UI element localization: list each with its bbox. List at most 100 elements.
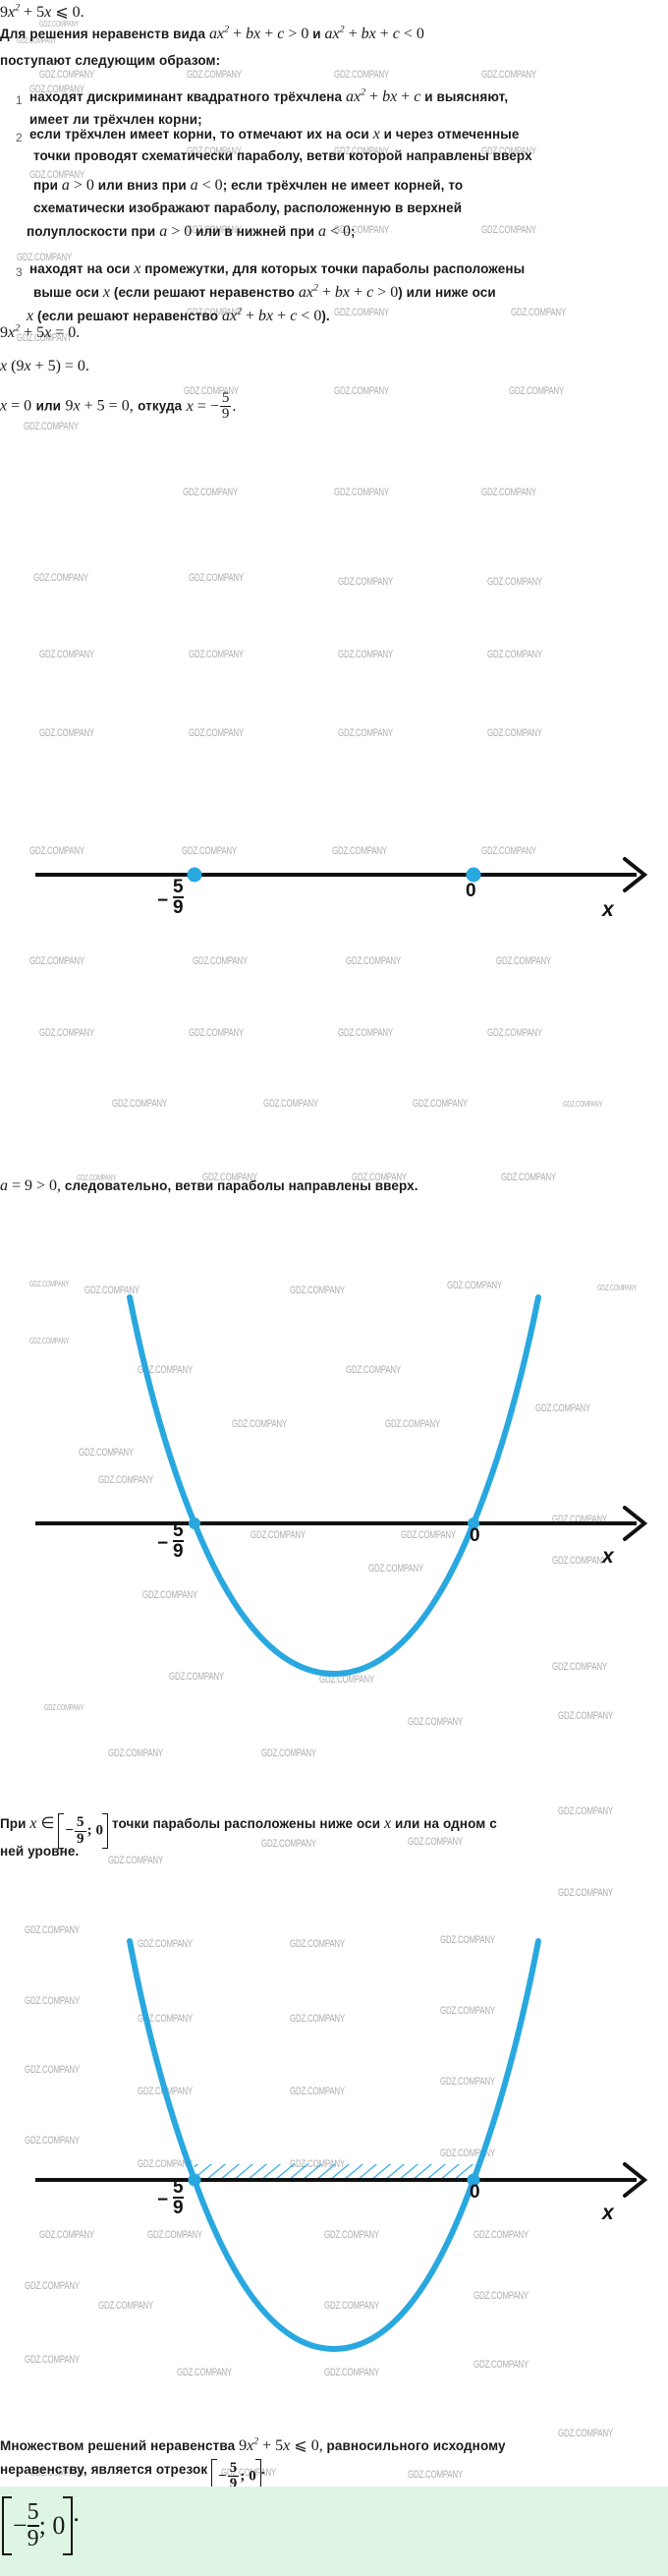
tick-label-five-ninths-3: 5 9 (173, 2178, 184, 2217)
interval-bracket-2: −5 9; 0 (211, 2459, 261, 2494)
watermark: GDZ.COMPANY (338, 576, 394, 588)
math-a-lt-0-2: a < 0 (317, 223, 351, 240)
math-form-gt: ax2 + bx + c > 0 (209, 24, 309, 42)
step-1-marker: 1 (16, 93, 23, 107)
step-2-line-2: точки проводят схематически параболу, ве… (33, 148, 532, 163)
watermark: GDZ.COMPANY (263, 1098, 319, 1110)
watermark: GDZ.COMPANY (338, 649, 394, 660)
step-3-c-mid: (если решают неравенство (36, 309, 219, 323)
root-marker-zero-plain (468, 1517, 479, 1529)
number-line-arrowhead (623, 857, 648, 892)
watermark: GDZ.COMPANY (334, 69, 390, 81)
watermark: GDZ.COMPANY (511, 307, 567, 318)
root-point-minus-five-ninths (187, 867, 202, 883)
tick-minus-sign-3: − (157, 2190, 169, 2210)
interval-pre: При (0, 1816, 27, 1831)
step-2-post: ; если трёхчлен не имеет корней, то (222, 178, 464, 193)
step-2-mid: или вниз при (97, 178, 187, 193)
watermark: GDZ.COMPANY (193, 955, 249, 967)
parabola-plain-diagram: x − -5/9 5 9 0 (0, 1238, 668, 1710)
watermark: GDZ.COMPANY (487, 649, 543, 660)
watermark: GDZ.COMPANY (24, 421, 80, 432)
watermark: GDZ.COMPANY (183, 487, 239, 498)
interval-bracket-1: −5 9; 0 (58, 1813, 108, 1849)
step-1-line-1: находят дискриминант квадратного трёхчле… (29, 86, 509, 106)
watermark: GDZ.COMPANY (563, 1100, 603, 1109)
watermark: GDZ.COMPANY (487, 727, 543, 739)
step-3-b-pre: выше оси (33, 285, 100, 300)
equation-2: x (9x + 5) = 0. (0, 358, 89, 374)
frac-num-3: 5 (173, 2177, 184, 2198)
final-answer: −5 9; 0. (2, 2495, 80, 2556)
math-a-gt-0-1: a > 0 (61, 177, 94, 194)
step-3-pre: находят на оси (29, 261, 131, 276)
step-2-line-3: при a > 0 или вниз при a < 0; если трёхч… (33, 177, 463, 195)
step-3-post: промежутки, для которых точки параболы р… (144, 261, 526, 276)
axis-label-x-1: x (601, 898, 615, 921)
conclusion-text-c: неравенству, является отрезок (0, 2461, 208, 2477)
watermark: GDZ.COMPANY (509, 385, 565, 397)
step-2-line-5: полуплоскости при a > 0 или в нижней при… (27, 223, 356, 241)
root-point-zero (466, 867, 481, 883)
watermark: GDZ.COMPANY (338, 1027, 394, 1039)
line-intro-procedure: поступают следующим образом: (0, 53, 221, 68)
watermark: GDZ.COMPANY (487, 1027, 543, 1039)
frac-den-3: 9 (173, 2198, 184, 2218)
step-3-line-1: находят на оси x промежутки, для которых… (29, 260, 525, 278)
conclusion-text-b: равносильного исходному (326, 2438, 506, 2453)
step-3-b-post: ) или ниже оси (398, 285, 496, 300)
fraction-bar (173, 896, 184, 898)
parabola-shaded-diagram: x − 5 9 0 (0, 1867, 668, 2398)
parabola-arrowhead-shaded (623, 2162, 648, 2198)
watermark: GDZ.COMPANY (346, 955, 402, 967)
tick-label-five-ninths-2: -5/9 5 9 (173, 1521, 184, 1561)
watermark: GDZ.COMPANY (334, 487, 390, 498)
watermark: GDZ.COMPANY (108, 1747, 164, 1759)
math-a-lt-0-1: a < 0 (190, 177, 223, 194)
math-x-2: x (134, 260, 141, 277)
parabola-curve-shaded (127, 1938, 541, 2353)
line-intro-forms: Для решения неравенств вида ax2 + bx + c… (0, 24, 424, 43)
step-2-f-pre: полуплоскости при (27, 224, 156, 239)
watermark: GDZ.COMPANY (39, 649, 95, 660)
conclusion-dot: . (260, 2461, 265, 2477)
math-x-1: x (372, 126, 380, 143)
watermark: GDZ.COMPANY (33, 572, 89, 584)
line-inequality: 9x2 + 5x ⩽ 0. (0, 2, 84, 21)
axis-label-x-3: x (601, 2202, 615, 2224)
watermark: GDZ.COMPANY (558, 1710, 614, 1722)
step-2-text-b: и через отмеченные (383, 127, 520, 142)
tick-label-zero-3: 0 (470, 2182, 480, 2203)
math-x-4: x (27, 308, 34, 324)
step-1-text-b: и выясняют, (424, 89, 509, 104)
watermark: GDZ.COMPANY (189, 1027, 245, 1039)
intro-text-a: Для решения неравенств вида (0, 27, 206, 41)
answer-highlight-band: −5 9; 0. (0, 2487, 668, 2576)
step-1-line-2: имеет ли трёхчлен корни; (29, 112, 202, 127)
root-marker-minus-five-ninths-shaded (188, 2173, 201, 2187)
step-3-line-2: выше оси x (если решают неравенство ax2 … (33, 283, 496, 302)
watermark: GDZ.COMPANY (408, 1716, 464, 1728)
watermark: GDZ.COMPANY (558, 2428, 614, 2439)
watermark: GDZ.COMPANY (481, 224, 537, 236)
eq3-hence: откуда (138, 398, 183, 414)
fraction-bar (173, 1540, 184, 1542)
step-2-f-mid: или в нижней при (195, 224, 315, 239)
frac-num-2: 5 (173, 1520, 184, 1541)
interval-post2: или на одном с (394, 1816, 497, 1831)
line-conclusion-2: неравенству, является отрезок −5 9; 0. (0, 2459, 265, 2494)
tick-minus-sign-2: − (157, 1533, 169, 1554)
watermark: GDZ.COMPANY (261, 1747, 317, 1759)
step-1-text-a: находят дискриминант квадратного трёхчле… (29, 89, 343, 104)
eq3-or: или (35, 398, 62, 414)
solution-interval-hatching (195, 2164, 473, 2180)
math-trinomial: ax2 + bx + c (346, 86, 421, 105)
watermark: GDZ.COMPANY (334, 385, 390, 397)
parabola-curve-plain (127, 1294, 541, 1678)
step-2-f-post: ; (350, 224, 356, 239)
math-a-gt-0-2: a > 0 (159, 223, 193, 240)
